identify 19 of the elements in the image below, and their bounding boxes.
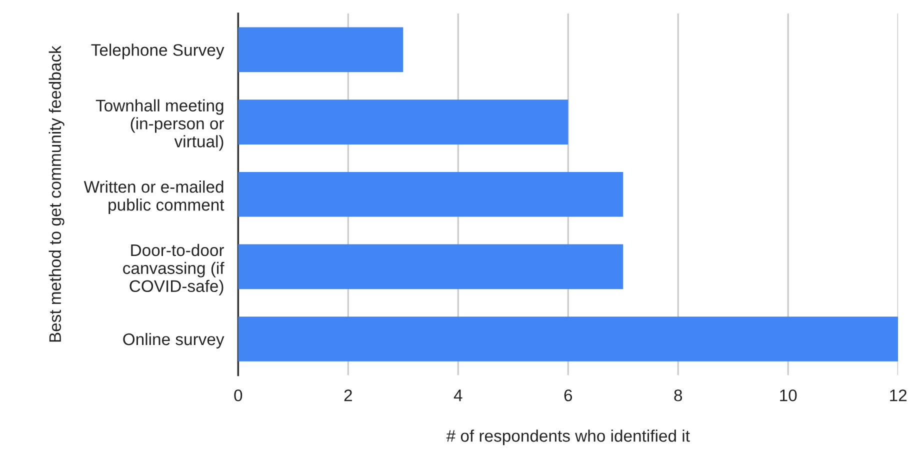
x-tick-label: 12 — [890, 389, 907, 402]
bar — [238, 100, 568, 144]
bar — [238, 244, 624, 290]
y-axis-title: Best method to get community feedback — [48, 46, 64, 342]
x-axis-title: # of respondents who identified it — [446, 430, 690, 446]
x-tick-label: 2 — [344, 389, 352, 402]
bar — [238, 172, 624, 217]
y-tick-label: Door-to-door canvassing (if COVID-safe) — [123, 244, 224, 296]
x-tick-label: 4 — [454, 390, 462, 402]
x-tick-label: 8 — [674, 389, 682, 402]
y-tick-label: Written or e-mailed public comment — [84, 180, 224, 214]
x-tick-label: 10 — [780, 389, 797, 402]
y-tick-label: Online survey — [123, 332, 224, 348]
x-tick-label: 0 — [234, 389, 242, 402]
bar — [238, 27, 404, 72]
bar — [238, 316, 898, 362]
y-tick-label: Telephone Survey — [91, 44, 224, 60]
x-tick-label: 6 — [564, 389, 572, 402]
y-tick-label: Townhall meeting (in-person or virtual) — [96, 99, 224, 151]
